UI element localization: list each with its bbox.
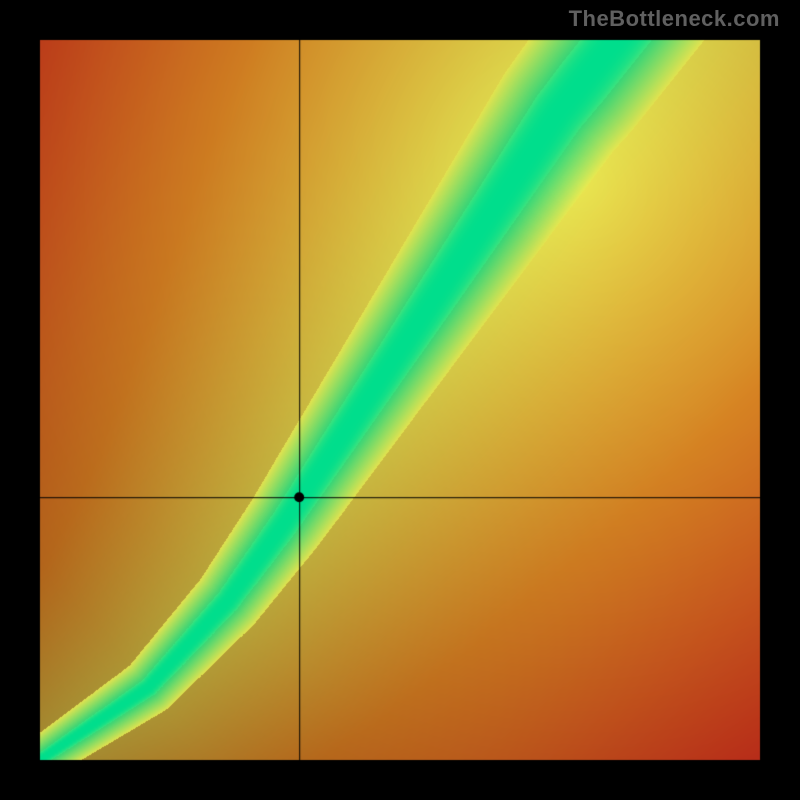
watermark-text: TheBottleneck.com — [569, 6, 780, 32]
bottleneck-heatmap-canvas — [0, 0, 800, 800]
chart-container: TheBottleneck.com — [0, 0, 800, 800]
